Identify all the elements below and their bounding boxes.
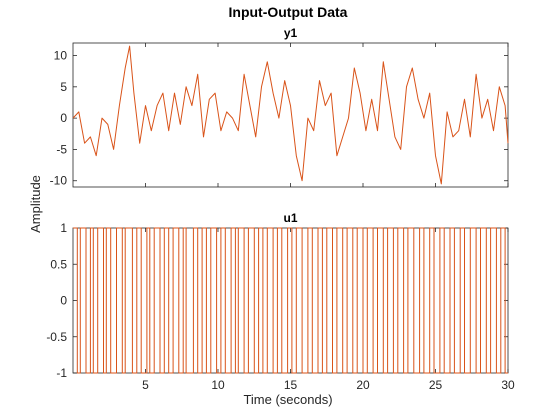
y-tick-label: -10: [50, 174, 68, 188]
x-tick-label: 20: [356, 378, 370, 392]
figure-title: Input-Output Data: [229, 4, 348, 20]
y-tick-label: 10: [54, 49, 68, 63]
x-tick-label: 25: [429, 378, 443, 392]
axes-u1: u1 1 0.5 0 -0.5 -1 5 10 15 20 25 30: [46, 211, 515, 392]
axes-title: y1: [284, 26, 298, 40]
axes-box: [72, 227, 509, 374]
y-tick-label: -5: [56, 142, 67, 156]
y-tick-label: 0.5: [50, 257, 67, 271]
series-line-u1: [73, 227, 508, 374]
y-axis-label: Amplitude: [28, 175, 43, 233]
y-tick-label: 0: [60, 111, 67, 125]
y-tick-label: 0: [60, 294, 67, 308]
x-tick-label: 30: [501, 378, 515, 392]
y-tick-label: -0.5: [46, 330, 67, 344]
axes-y1: y1 10 5 0 -5 -10: [50, 26, 509, 188]
x-tick-label: 10: [211, 378, 225, 392]
y-tick-label: -1: [56, 366, 67, 380]
y-tick-label: 1: [60, 221, 67, 235]
axes-title: u1: [283, 211, 297, 225]
x-axis-label: Time (seconds): [243, 392, 332, 407]
x-tick-label: 15: [284, 378, 298, 392]
x-tick-label: 5: [142, 378, 149, 392]
series-line-y1: [72, 45, 509, 185]
y-tick-label: 5: [60, 80, 67, 94]
